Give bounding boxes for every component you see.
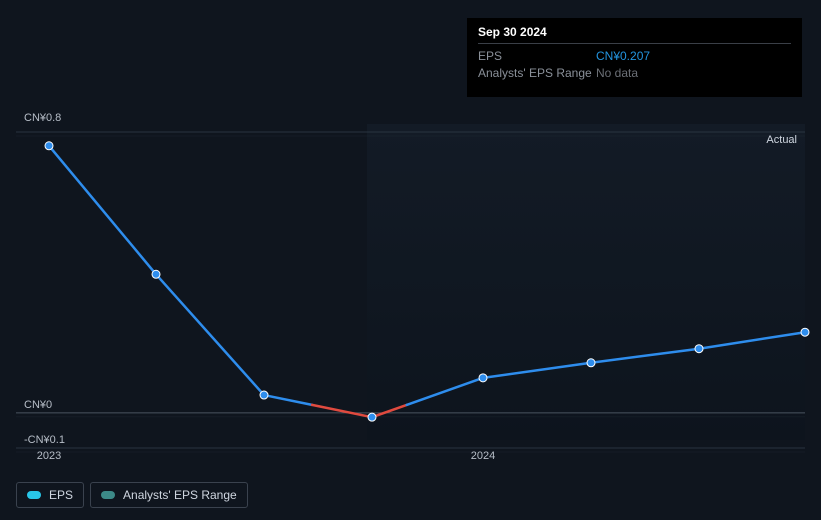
legend-label: Analysts' EPS Range bbox=[123, 488, 237, 502]
legend-swatch bbox=[101, 491, 115, 499]
tooltip-date: Sep 30 2024 bbox=[478, 25, 791, 44]
x-axis-label: 2023 bbox=[37, 450, 61, 462]
chart-svg bbox=[16, 124, 805, 440]
x-axis-label: 2024 bbox=[471, 450, 495, 462]
tooltip-row-label: EPS bbox=[478, 48, 596, 65]
actual-label: Actual bbox=[766, 134, 797, 146]
chart-tooltip: Sep 30 2024 EPSCN¥0.207Analysts' EPS Ran… bbox=[467, 18, 802, 97]
legend-item[interactable]: Analysts' EPS Range bbox=[90, 482, 248, 508]
y-axis-label: -CN¥0.1 bbox=[24, 434, 65, 446]
legend-label: EPS bbox=[49, 488, 73, 502]
tooltip-row: Analysts' EPS RangeNo data bbox=[478, 65, 791, 82]
eps-chart[interactable]: Actual CN¥0.8CN¥0-CN¥0.1 20232024 bbox=[16, 124, 805, 440]
tooltip-row-value: CN¥0.207 bbox=[596, 48, 650, 65]
legend-swatch bbox=[27, 491, 41, 499]
tooltip-row: EPSCN¥0.207 bbox=[478, 48, 791, 65]
y-axis-label: CN¥0 bbox=[24, 399, 52, 411]
tooltip-row-label: Analysts' EPS Range bbox=[478, 65, 596, 82]
y-axis-label: CN¥0.8 bbox=[24, 112, 61, 124]
legend-item[interactable]: EPS bbox=[16, 482, 84, 508]
chart-legend: EPS Analysts' EPS Range bbox=[16, 482, 248, 508]
tooltip-row-value: No data bbox=[596, 65, 638, 82]
